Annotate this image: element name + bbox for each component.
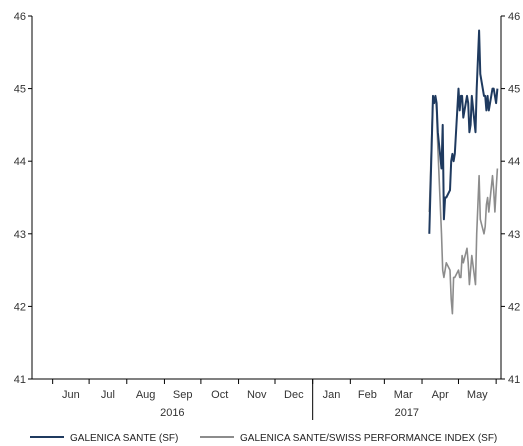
legend-label-2: GALENICA SANTE/SWISS PERFORMANCE INDEX (… <box>240 433 497 444</box>
legend: GALENICA SANTE (SF) GALENICA SANTE/SWISS … <box>30 433 497 444</box>
y-tick-label-right: 41 <box>508 374 520 386</box>
series-line-1 <box>428 29 499 234</box>
y-tick-label-right: 45 <box>508 84 520 96</box>
y-tick-label-left: 46 <box>14 11 26 23</box>
x-tick-label: Jan <box>323 389 341 401</box>
y-tick-labels: 41 41 42 42 43 43 44 44 45 45 46 46 <box>14 11 521 386</box>
y-tick-label-right: 46 <box>508 11 520 23</box>
x-tick-label: Aug <box>136 389 156 401</box>
year-label-2017: 2017 <box>395 407 419 419</box>
y-tick-label-left: 41 <box>14 374 26 386</box>
year-label-2016: 2016 <box>160 407 184 419</box>
y-tick-label-left: 45 <box>14 84 26 96</box>
x-tick-label: Jul <box>101 389 115 401</box>
x-tick-label: Jun <box>62 389 80 401</box>
x-tick-label: Dec <box>284 389 304 401</box>
x-tick-label: Apr <box>432 389 449 401</box>
y-tick-label-left: 43 <box>14 229 26 241</box>
x-tick-label: May <box>467 389 488 401</box>
x-tick-label: Nov <box>247 389 267 401</box>
x-tick-labels: Jun Jul Aug Sep Oct Nov Dec Jan Feb Mar Apr May 2016… <box>52 379 497 420</box>
legend-label-1: GALENICA SANTE (SF) <box>70 433 178 444</box>
plot-area <box>428 29 499 315</box>
y-tick-label-right: 44 <box>508 156 520 168</box>
y-tick-label-left: 44 <box>14 156 26 168</box>
y-tick-label-right: 42 <box>508 301 520 313</box>
x-tick-label: Oct <box>211 389 228 401</box>
x-tick-label: Sep <box>173 389 193 401</box>
series-line-2 <box>428 95 499 315</box>
x-tick-label: Feb <box>358 389 377 401</box>
x-tick-label: Mar <box>394 389 413 401</box>
y-tick-label-right: 43 <box>508 229 520 241</box>
y-tick-label-left: 42 <box>14 301 26 313</box>
